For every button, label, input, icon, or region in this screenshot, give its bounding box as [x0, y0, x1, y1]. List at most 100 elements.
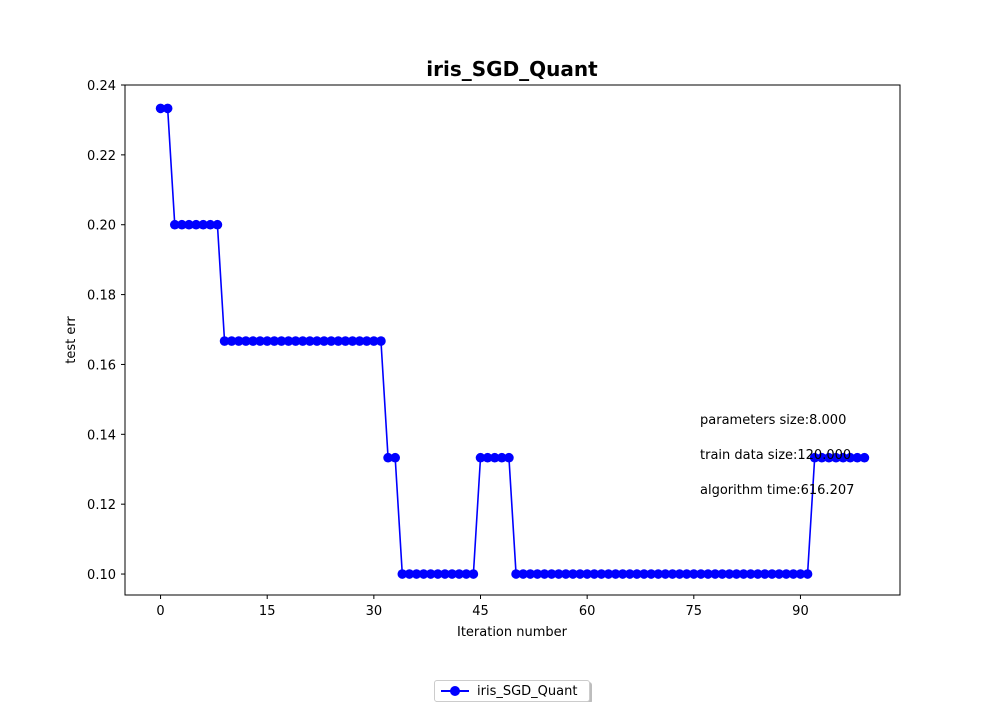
y-axis-label: test err — [64, 316, 79, 364]
data-point — [390, 452, 400, 463]
data-point — [689, 569, 699, 579]
data-point — [376, 336, 386, 346]
data-point — [482, 452, 493, 463]
data-point — [425, 569, 436, 579]
data-point — [226, 336, 237, 346]
data-point — [610, 569, 621, 579]
data-point — [781, 569, 792, 579]
data-point — [653, 569, 664, 579]
data-point — [177, 219, 187, 230]
data-point — [440, 569, 450, 579]
y-tick-label: 0.12 — [87, 498, 116, 513]
data-point — [852, 452, 863, 463]
data-point — [809, 452, 820, 463]
data-point — [738, 569, 749, 579]
x-tick-label: 30 — [366, 604, 383, 619]
data-point — [418, 569, 429, 579]
data-point — [575, 569, 585, 579]
data-point — [504, 452, 514, 463]
data-point — [312, 336, 322, 346]
data-point — [319, 336, 329, 346]
data-point — [589, 569, 600, 579]
data-point — [269, 336, 280, 346]
data-point — [283, 336, 294, 346]
data-point — [795, 569, 806, 579]
data-point — [816, 452, 827, 463]
data-point — [169, 219, 180, 230]
data-point — [667, 569, 678, 579]
y-tick-label: 0.16 — [87, 358, 116, 373]
legend: iris_SGD_Quant — [434, 680, 590, 702]
legend-label: iris_SGD_Quant — [477, 683, 578, 699]
data-point — [703, 569, 713, 579]
data-point — [603, 569, 614, 579]
y-tick-label: 0.18 — [87, 289, 116, 304]
data-point — [724, 569, 735, 579]
data-point — [824, 452, 834, 463]
annotation-parameters-size: parameters size:8.000 — [700, 413, 846, 428]
data-point — [468, 569, 479, 579]
data-point — [433, 569, 443, 579]
data-point — [696, 569, 706, 579]
data-point — [788, 569, 799, 579]
series-layer — [155, 103, 870, 579]
data-point — [639, 569, 649, 579]
y-tick-label: 0.24 — [87, 79, 116, 94]
data-point — [539, 569, 550, 579]
data-point — [745, 569, 756, 579]
data-point — [219, 336, 230, 346]
data-point — [767, 569, 777, 579]
data-point — [753, 569, 763, 579]
data-point — [361, 336, 372, 346]
data-point — [617, 569, 628, 579]
data-point — [774, 569, 784, 579]
data-point — [233, 336, 244, 346]
data-point — [290, 336, 301, 346]
y-tick-label: 0.20 — [87, 219, 116, 234]
data-point — [162, 103, 173, 114]
data-point — [248, 336, 258, 346]
data-point — [646, 569, 656, 579]
annotation-algorithm-time: algorithm time:616.207 — [700, 483, 854, 498]
data-point — [241, 336, 251, 346]
data-point — [710, 569, 720, 579]
data-point — [731, 569, 742, 579]
data-point — [760, 569, 770, 579]
y-tick-label: 0.14 — [87, 428, 116, 443]
y-tick-label: 0.22 — [87, 149, 116, 164]
y-axis: 0.10 0.12 0.14 0.16 0.18 0.20 0.22 0.24 — [87, 79, 125, 583]
data-point — [397, 569, 408, 579]
data-point — [625, 569, 635, 579]
data-point — [831, 452, 841, 463]
data-point — [354, 336, 365, 346]
data-point — [518, 569, 528, 579]
data-point — [532, 569, 543, 579]
data-point — [553, 569, 564, 579]
data-point — [155, 103, 166, 114]
data-point — [568, 569, 578, 579]
legend-line-marker-icon — [441, 685, 469, 697]
data-point — [184, 219, 194, 230]
data-point — [717, 569, 728, 579]
data-point — [859, 452, 870, 463]
data-point — [191, 219, 201, 230]
data-point — [340, 336, 351, 346]
data-point — [511, 569, 521, 579]
x-tick-label: 75 — [686, 604, 703, 619]
x-tick-label: 0 — [156, 604, 164, 619]
y-tick-label: 0.10 — [87, 568, 116, 583]
x-tick-label: 45 — [472, 604, 489, 619]
data-point — [454, 569, 464, 579]
data-point — [681, 569, 692, 579]
data-point — [802, 569, 813, 579]
data-point — [369, 336, 379, 346]
data-point — [845, 452, 856, 463]
x-tick-label: 90 — [792, 604, 809, 619]
data-point — [525, 569, 536, 579]
data-point — [475, 452, 486, 463]
data-point — [326, 336, 336, 346]
data-point — [596, 569, 607, 579]
data-point — [276, 336, 287, 346]
data-point — [411, 569, 422, 579]
